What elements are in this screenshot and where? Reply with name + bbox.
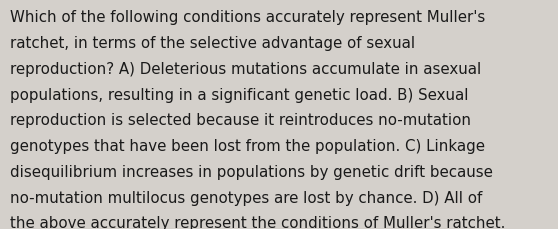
Text: disequilibrium increases in populations by genetic drift because: disequilibrium increases in populations … [10,164,493,179]
Text: ratchet, in terms of the selective advantage of sexual: ratchet, in terms of the selective advan… [10,36,415,51]
Text: Which of the following conditions accurately represent Muller's: Which of the following conditions accura… [10,10,485,25]
Text: the above accurately represent the conditions of Muller's ratchet.: the above accurately represent the condi… [10,215,506,229]
Text: no-mutation multilocus genotypes are lost by chance. D) All of: no-mutation multilocus genotypes are los… [10,190,483,205]
Text: genotypes that have been lost from the population. C) Linkage: genotypes that have been lost from the p… [10,139,485,153]
Text: reproduction is selected because it reintroduces no-mutation: reproduction is selected because it rein… [10,113,471,128]
Text: populations, resulting in a significant genetic load. B) Sexual: populations, resulting in a significant … [10,87,469,102]
Text: reproduction? A) Deleterious mutations accumulate in asexual: reproduction? A) Deleterious mutations a… [10,62,482,76]
